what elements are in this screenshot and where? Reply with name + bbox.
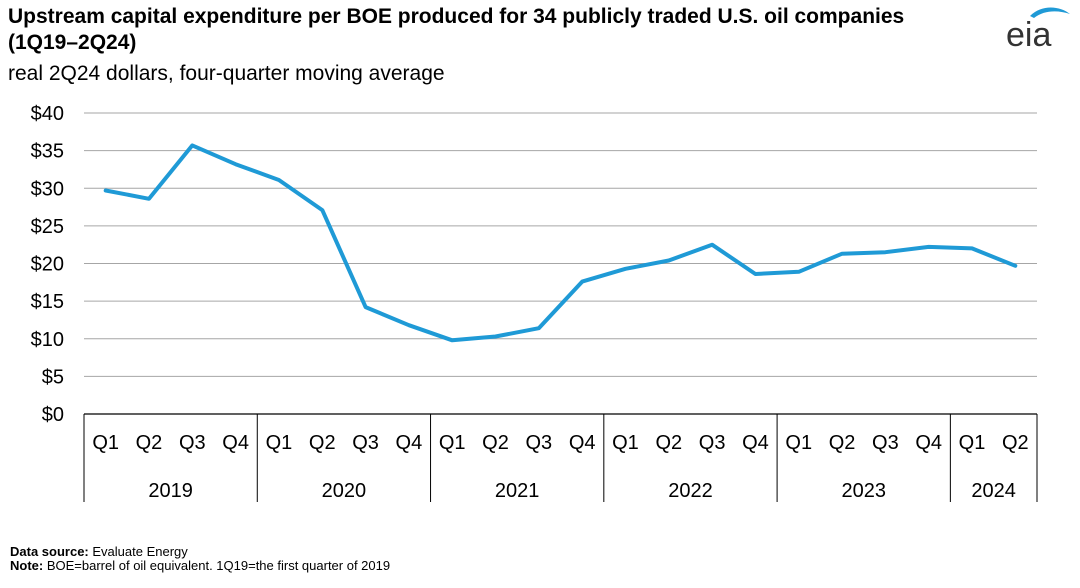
year-label: 2020 (322, 480, 367, 502)
x-tick-label: Q2 (829, 432, 856, 454)
data-point (971, 247, 973, 249)
y-axis-ticks: $0 $5 $10 $15 $20 $25 $30 $35 $40 (31, 103, 64, 426)
x-tick-label: Q1 (266, 432, 293, 454)
year-label: 2021 (495, 480, 540, 502)
data-source: Data source: Evaluate Energy (10, 545, 188, 559)
x-tick-label: Q3 (352, 432, 379, 454)
y-tick-label: $40 (31, 103, 64, 125)
data-point (668, 259, 670, 261)
year-label: 2023 (841, 480, 886, 502)
x-tick-label: Q2 (1002, 432, 1029, 454)
x-tick-label: Q4 (915, 432, 942, 454)
data-point (928, 246, 930, 248)
note: Note: BOE=barrel of oil equivalent. 1Q19… (10, 559, 390, 573)
x-tick-label: Q1 (959, 432, 986, 454)
y-tick-label: $35 (31, 141, 64, 163)
x-tick-label: Q2 (655, 432, 682, 454)
x-tick-label: Q3 (699, 432, 726, 454)
data-point (1014, 265, 1016, 267)
x-tick-label: Q1 (785, 432, 812, 454)
data-point (148, 198, 150, 200)
note-text: BOE=barrel of oil equivalent. 1Q19=the f… (46, 558, 391, 573)
gridlines (84, 112, 1037, 415)
year-label: 2019 (148, 480, 193, 502)
data-point (711, 244, 713, 246)
x-tick-label: Q4 (396, 432, 423, 454)
note-label: Note: (10, 558, 44, 573)
x-axis: Q1 Q2 Q3 Q4 Q1 Q2 Q3 Q4 Q1 Q2 Q3 Q4 Q1 Q2 Q3 Q4 Q1 Q2 Q3 Q4… (83, 414, 1038, 502)
data-point (884, 251, 886, 253)
y-tick-label: $10 (31, 329, 64, 351)
x-tick-label: Q2 (136, 432, 163, 454)
x-tick-label: Q3 (872, 432, 899, 454)
eia-logo-swoosh-icon (1030, 7, 1070, 18)
x-tick-label: Q1 (92, 432, 119, 454)
data-point (754, 273, 756, 275)
series-lines (103, 143, 1018, 343)
data-point (321, 209, 323, 211)
chart-subtitle: real 2Q24 dollars, four-quarter moving a… (8, 62, 445, 85)
data-point (278, 179, 280, 181)
data-point (408, 324, 410, 326)
data-point (798, 271, 800, 273)
y-tick-label: $0 (42, 404, 64, 426)
y-tick-label: $5 (42, 366, 64, 388)
data-point (105, 190, 107, 192)
x-tick-label: Q3 (525, 432, 552, 454)
y-tick-label: $15 (31, 291, 64, 313)
y-tick-label: $20 (31, 254, 64, 276)
x-tick-label: Q4 (222, 432, 249, 454)
data-point (624, 268, 626, 270)
eia-logo: eia (1002, 4, 1074, 54)
data-point (538, 327, 540, 329)
y-tick-label: $25 (31, 216, 64, 238)
eia-logo-text: eia (1006, 16, 1052, 54)
data-point (365, 306, 367, 308)
data-point (841, 253, 843, 255)
data-point (191, 144, 193, 146)
data-point (495, 335, 497, 337)
chart-title: Upstream capital expenditure per BOE pro… (8, 5, 905, 54)
y-tick-label: $30 (31, 178, 64, 200)
data-point (451, 339, 453, 341)
series-line (103, 143, 1018, 343)
x-tick-label: Q4 (569, 432, 596, 454)
x-tick-label: Q2 (309, 432, 336, 454)
x-tick-label: Q4 (742, 432, 769, 454)
x-tick-label: Q2 (482, 432, 509, 454)
data-point (235, 163, 237, 165)
data-point (581, 281, 583, 283)
data-source-text: Evaluate Energy (92, 544, 188, 559)
year-label: 2024 (971, 480, 1016, 502)
x-tick-label: Q1 (439, 432, 466, 454)
data-source-label: Data source: (10, 544, 89, 559)
x-tick-label: Q1 (612, 432, 639, 454)
x-tick-label: Q3 (179, 432, 206, 454)
year-label: 2022 (668, 480, 713, 502)
